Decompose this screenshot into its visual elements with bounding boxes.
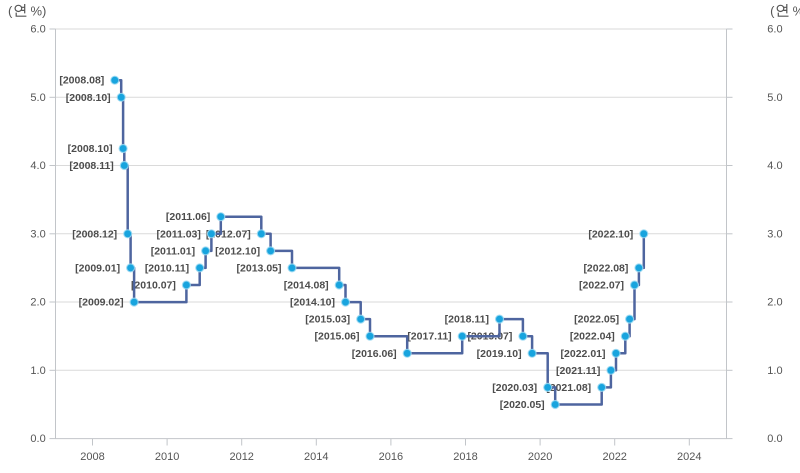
svg-text:[2008.08]: [2008.08] [59, 75, 104, 87]
svg-text:[2012.10]: [2012.10] [215, 245, 260, 257]
svg-text:5.0: 5.0 [767, 92, 782, 104]
svg-text:[2008.10]: [2008.10] [68, 143, 113, 155]
svg-text:[2021.11]: [2021.11] [556, 365, 600, 377]
svg-text:[2022.05]: [2022.05] [574, 314, 619, 326]
svg-text:[2022.01]: [2022.01] [561, 348, 606, 360]
svg-text:[2020.05]: [2020.05] [500, 399, 545, 411]
svg-text:(: ( [770, 4, 775, 19]
svg-text:[2015.06]: [2015.06] [315, 331, 360, 343]
svg-text:3.0: 3.0 [30, 228, 45, 240]
svg-text:[2022.07]: [2022.07] [579, 280, 624, 292]
svg-text:2016: 2016 [379, 451, 403, 463]
svg-text:[2014.10]: [2014.10] [290, 297, 335, 309]
svg-text:[2016.06]: [2016.06] [352, 348, 397, 360]
svg-text:2012: 2012 [229, 451, 253, 463]
svg-text:2.0: 2.0 [767, 297, 782, 309]
svg-text:[2011.03]: [2011.03] [157, 228, 201, 240]
svg-text:[2022.08]: [2022.08] [583, 262, 628, 274]
svg-text:[2022.10]: [2022.10] [588, 228, 633, 240]
svg-text:[2015.03]: [2015.03] [305, 314, 350, 326]
svg-text:4.0: 4.0 [30, 160, 45, 172]
svg-text:2018: 2018 [453, 451, 477, 463]
svg-text:[2009.02]: [2009.02] [79, 297, 124, 309]
svg-text:[2022.04]: [2022.04] [570, 331, 615, 343]
svg-text:0.0: 0.0 [30, 433, 45, 445]
svg-text:2014: 2014 [304, 451, 328, 463]
svg-text:2.0: 2.0 [30, 297, 45, 309]
svg-text:[2011.06]: [2011.06] [166, 211, 210, 223]
svg-text:[2010.11]: [2010.11] [145, 262, 189, 274]
svg-text:1.0: 1.0 [767, 365, 782, 377]
svg-text:%): %) [793, 4, 800, 19]
svg-text:[2009.01]: [2009.01] [75, 262, 120, 274]
svg-text:[2014.08]: [2014.08] [284, 280, 329, 292]
svg-text:1.0: 1.0 [30, 365, 45, 377]
svg-text:3.0: 3.0 [767, 228, 782, 240]
svg-text:[2011.01]: [2011.01] [151, 245, 195, 257]
svg-text:[2019.10]: [2019.10] [477, 348, 522, 360]
svg-text:[2020.03]: [2020.03] [492, 382, 537, 394]
svg-text:2022: 2022 [602, 451, 626, 463]
svg-text:[2017.11]: [2017.11] [407, 331, 451, 343]
svg-text:[2008.11]: [2008.11] [69, 160, 113, 172]
svg-text:[2021.08]: [2021.08] [546, 382, 591, 394]
svg-text:5.0: 5.0 [30, 92, 45, 104]
svg-text:4.0: 4.0 [767, 160, 782, 172]
svg-text:[2008.10]: [2008.10] [66, 92, 111, 104]
svg-text:2024: 2024 [677, 451, 701, 463]
svg-text:%): %) [31, 4, 47, 19]
svg-text:[2008.12]: [2008.12] [72, 228, 117, 240]
svg-text:2010: 2010 [155, 451, 179, 463]
svg-text:6.0: 6.0 [767, 24, 782, 36]
svg-text:6.0: 6.0 [30, 24, 45, 36]
svg-text:[2013.05]: [2013.05] [237, 262, 282, 274]
svg-text:[2018.11]: [2018.11] [445, 314, 489, 326]
svg-text:2020: 2020 [528, 451, 552, 463]
svg-text:0.0: 0.0 [767, 433, 782, 445]
svg-text:[2012.07]: [2012.07] [206, 228, 251, 240]
svg-text:[2010.07]: [2010.07] [131, 280, 176, 292]
svg-text:(: ( [8, 4, 13, 19]
svg-text:2008: 2008 [80, 451, 104, 463]
